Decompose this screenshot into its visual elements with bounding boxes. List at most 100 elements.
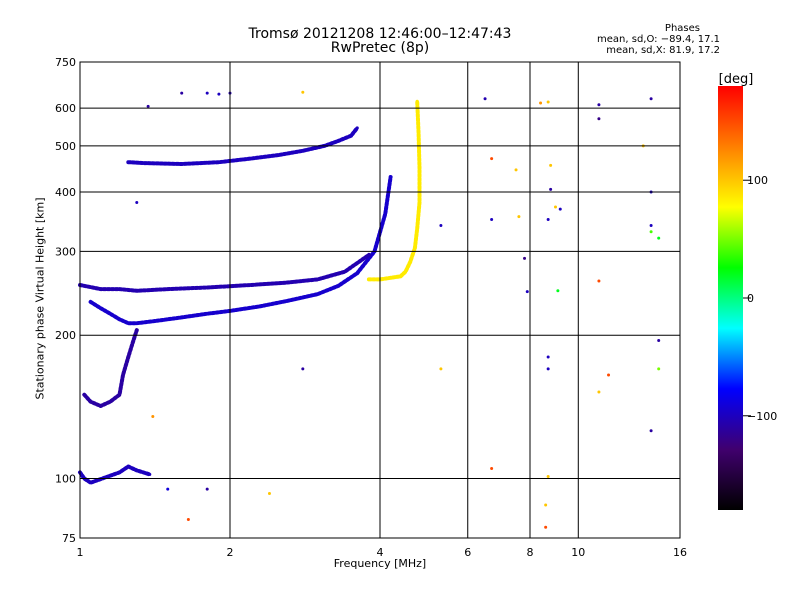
echo-point xyxy=(99,404,103,408)
echo-point xyxy=(336,139,340,143)
colorbar-label: [deg] xyxy=(718,72,754,87)
chart-title-line-2: RwPretec (8p) xyxy=(330,40,430,56)
echo-point xyxy=(126,464,130,469)
scatter-point xyxy=(546,367,550,371)
echo-point xyxy=(417,166,422,170)
chart-title-line-1: Tromsø 20121208 12:46:00–12:47:43 xyxy=(248,26,512,42)
echo-point xyxy=(135,328,139,332)
echo-point xyxy=(217,160,221,164)
echo-point xyxy=(126,355,130,359)
echo-point xyxy=(117,287,122,291)
echo-point xyxy=(415,227,419,231)
y-tick-label: 300 xyxy=(55,245,76,258)
scatter-point xyxy=(186,518,190,522)
echo-point xyxy=(276,153,280,157)
echo-point xyxy=(131,338,136,343)
x-tick-label: 4 xyxy=(377,546,384,559)
axis-ticks: 1 2 4 6 8 10 16 75 100 200 300 400 500 600 750 xyxy=(55,56,687,559)
echo-point xyxy=(88,400,93,404)
x-tick-label: 6 xyxy=(464,546,471,559)
echo-trace xyxy=(82,328,139,408)
y-tick-label: 200 xyxy=(55,329,76,342)
scatter-point xyxy=(523,256,527,260)
colorbar xyxy=(718,86,743,510)
scatter-point xyxy=(514,168,518,172)
y-tick-label: 600 xyxy=(55,102,76,115)
y-tick-label: 400 xyxy=(55,186,76,199)
scatter-point xyxy=(151,414,155,418)
echo-point xyxy=(388,276,393,280)
echo-point xyxy=(88,481,93,485)
scatter-point xyxy=(166,487,170,491)
scatter-point xyxy=(649,97,653,101)
colorbar-ticks: 100 0 −100 xyxy=(743,174,777,423)
echo-point xyxy=(383,212,387,216)
echo-point xyxy=(336,284,340,288)
scatter-point xyxy=(597,390,601,394)
echo-point xyxy=(99,306,103,310)
echo-point xyxy=(143,161,147,165)
scatter-point xyxy=(490,218,494,222)
echo-point xyxy=(205,312,209,316)
scatter-point xyxy=(657,338,661,342)
echo-point xyxy=(180,315,184,320)
scatter-point xyxy=(490,466,494,470)
y-tick-label: 100 xyxy=(55,473,76,486)
echo-point xyxy=(343,270,347,274)
scatter-point xyxy=(597,279,601,283)
scatter-point xyxy=(483,97,487,101)
echo-point xyxy=(117,393,122,397)
scatter-point xyxy=(546,355,550,359)
scatter-point xyxy=(556,289,560,293)
scatter-point xyxy=(146,104,150,108)
scatter-point xyxy=(267,492,271,496)
echo-point xyxy=(355,126,359,130)
echo-point xyxy=(135,321,139,325)
echo-point xyxy=(285,299,289,303)
colorbar-tick-label: 100 xyxy=(747,174,768,187)
echo-point xyxy=(301,149,305,153)
echo-point xyxy=(135,468,139,473)
echo-point xyxy=(258,304,262,308)
y-tick-label: 500 xyxy=(55,140,76,153)
scatter-point xyxy=(544,525,548,529)
x-tick-label: 2 xyxy=(227,546,234,559)
scatter-point xyxy=(517,215,521,219)
scatter-point xyxy=(597,117,601,121)
scatter-point xyxy=(539,101,543,105)
echo-point xyxy=(180,162,184,166)
scatter-point xyxy=(490,157,494,161)
scatter-point xyxy=(553,205,557,209)
phases-heading: Phases xyxy=(664,23,700,34)
scatter-point xyxy=(205,91,209,95)
echo-point xyxy=(148,472,152,477)
scatter-point xyxy=(205,487,209,491)
scatter-point xyxy=(301,367,305,371)
x-tick-label: 10 xyxy=(571,546,585,559)
data-points xyxy=(78,90,661,529)
echo-point xyxy=(388,175,393,179)
echo-point xyxy=(316,292,320,296)
y-tick-label: 75 xyxy=(62,532,76,545)
scatter-point xyxy=(649,224,653,228)
x-tick-label: 16 xyxy=(673,546,687,559)
x-tick-label: 8 xyxy=(527,546,534,559)
echo-point xyxy=(367,277,371,282)
phases-o-stats: mean, sd,O: −89.4, 17.1 xyxy=(597,34,720,45)
phases-x-stats: mean, sd,X: 81.9, 17.2 xyxy=(606,45,720,56)
echo-trace xyxy=(78,464,152,485)
grid-lines xyxy=(80,62,680,538)
scatter-point xyxy=(544,503,548,507)
scatter-point xyxy=(525,290,529,294)
scatter-point xyxy=(546,218,550,222)
scatter-point xyxy=(597,103,601,107)
echo-trace xyxy=(366,99,422,282)
echo-point xyxy=(416,132,421,136)
echo-point xyxy=(121,373,125,377)
echo-point xyxy=(117,470,122,475)
echo-point xyxy=(205,285,209,290)
echo-point xyxy=(249,283,253,287)
colorbar-tick-label: 0 xyxy=(747,292,754,305)
scatter-point xyxy=(439,224,443,228)
